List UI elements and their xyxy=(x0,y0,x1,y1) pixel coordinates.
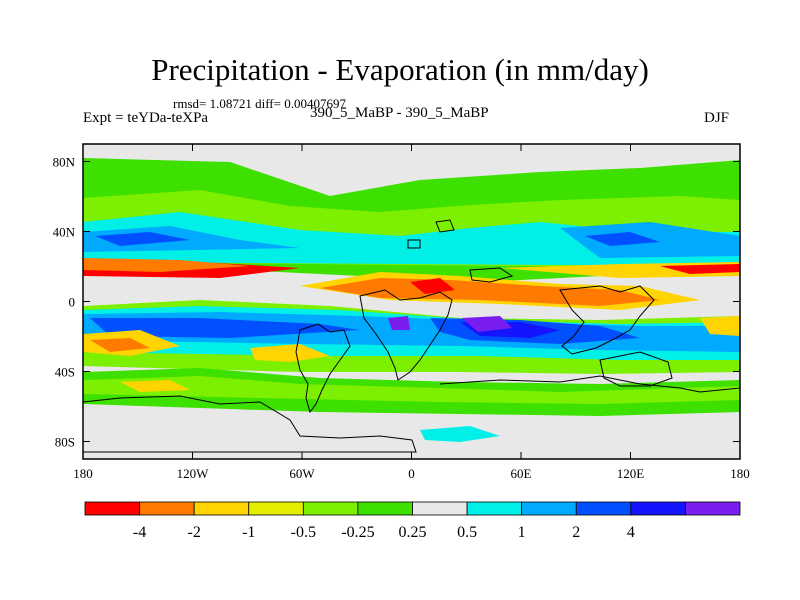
field-darkblue-south xyxy=(90,318,360,338)
y-axis: 80N 40N 0 40S 80S xyxy=(53,155,740,450)
x-tick-label: 60E xyxy=(511,466,532,481)
coastline-south-america xyxy=(295,323,351,414)
coastline-arabian xyxy=(435,219,455,233)
colorbar-swatch xyxy=(193,501,250,516)
field-yellow-south-east xyxy=(700,316,740,336)
colorbar-label: -0.25 xyxy=(341,524,374,541)
chart-title: Precipitation - Evaporation (in mm/day) xyxy=(151,52,649,87)
y-tick-label: 80S xyxy=(55,435,75,450)
x-tick-label: 120E xyxy=(617,466,645,481)
field-darkblue-north xyxy=(95,232,190,246)
field-cyan-north xyxy=(83,212,740,266)
colorbar-swatch xyxy=(139,501,195,516)
x-axis: 180 120W 60W 0 60E 120E 180 xyxy=(73,144,750,481)
colorbar-label: 2 xyxy=(572,524,580,541)
map-field xyxy=(83,144,740,459)
field-orange-band-nw xyxy=(83,258,250,272)
y-tick-label: 0 xyxy=(69,295,76,310)
coastline-mediterranean xyxy=(407,239,421,249)
season-label: DJF xyxy=(704,110,730,126)
field-blue-north xyxy=(83,226,300,252)
x-tick-label: 0 xyxy=(408,466,415,481)
colorbar-swatch xyxy=(84,501,140,516)
coastline-asia-east xyxy=(559,285,655,355)
colorbar-swatch xyxy=(302,501,359,516)
field-darkblue-npacific xyxy=(585,232,660,246)
colorbar-label: -1 xyxy=(242,524,255,541)
field-red-equator xyxy=(410,278,455,294)
colorbar-swatch xyxy=(357,501,413,516)
colorbar-label: 1 xyxy=(518,524,526,541)
colorbar-swatch xyxy=(521,501,577,516)
y-tick-label: 40S xyxy=(55,365,75,380)
colorbar-label: -0.5 xyxy=(291,524,316,541)
x-tick-label: 60W xyxy=(289,466,315,481)
colorbar-label: -4 xyxy=(133,524,146,541)
field-lightgreen-south-storm xyxy=(83,376,740,404)
field-orange-equator xyxy=(320,278,660,306)
coastline-antarctica xyxy=(82,395,417,453)
stats-label: rmsd= 1.08721 diff= 0.00407697 xyxy=(173,96,346,111)
colorbar-label: 4 xyxy=(627,524,635,541)
continent-outlines xyxy=(82,219,741,453)
field-orange-south-west xyxy=(90,338,150,352)
coastline-antarctica-east xyxy=(439,375,741,393)
y-tick-label: 80N xyxy=(53,155,76,170)
field-yellow-south-storm xyxy=(120,380,190,392)
colorbar-label: 0.5 xyxy=(457,524,477,541)
colorbar-swatch xyxy=(412,501,468,516)
colorbar: -4 -2 -1 -0.5 -0.25 0.25 0.5 1 2 4 xyxy=(84,501,741,541)
field-purple-south xyxy=(462,316,512,332)
field-yellow-south-mid xyxy=(250,344,330,362)
x-tick-label: 180 xyxy=(73,466,93,481)
experiment-label: Expt = teYDa-teXPa xyxy=(83,110,209,126)
x-tick-label: 120W xyxy=(177,466,210,481)
y-tick-label: 40N xyxy=(53,225,76,240)
colorbar-swatch xyxy=(575,501,632,516)
colorbar-swatch xyxy=(630,501,686,516)
field-cyan-south-storm xyxy=(420,426,500,442)
field-purple-south-2 xyxy=(388,316,410,330)
case-label: 390_5_MaBP - 390_5_MaBP xyxy=(310,105,489,121)
coastline-africa xyxy=(359,289,453,381)
x-tick-label: 180 xyxy=(730,466,750,481)
coastline-australia xyxy=(599,351,673,387)
colorbar-swatch xyxy=(248,501,304,516)
colorbar-label: 0.25 xyxy=(399,524,427,541)
field-red-band-ne xyxy=(660,264,740,274)
coastline-indian-islands xyxy=(469,267,514,283)
colorbar-swatch xyxy=(685,501,741,516)
colorbar-swatch xyxy=(466,501,523,516)
colorbar-label: -2 xyxy=(188,524,201,541)
